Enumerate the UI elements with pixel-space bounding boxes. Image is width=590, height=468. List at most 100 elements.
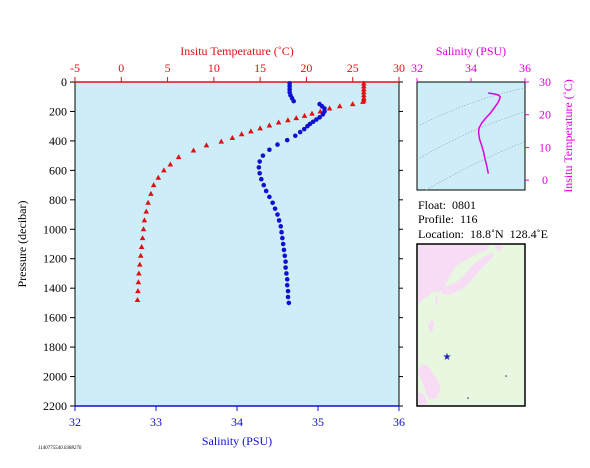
temperature-point [349,101,356,107]
temperature-point [336,103,343,109]
density-contour [425,141,525,191]
map-island [467,397,469,399]
salinity-point [267,147,272,153]
salinity-point [291,98,297,104]
profile-data-marks [134,80,367,306]
temperature-point [190,147,197,153]
salinity-point [282,253,288,259]
temperature-point [238,131,245,137]
float-label: Float: 0801 [418,198,477,212]
ts-salinity-tick-label: 34 [465,61,477,75]
salinity-point [320,112,326,117]
temperature-tick-label: 10 [208,61,220,75]
temperature-tick-label: 15 [254,61,266,75]
salinity-point [261,182,267,188]
pressure-tick-label: 400 [49,134,67,148]
temperature-point [135,288,141,294]
salinity-point [257,171,262,176]
salinity-point [284,282,290,288]
hokkaido [494,245,504,251]
temperature-point [326,105,333,111]
profile-ticks: 0200400600800100012001400160018002000220… [43,61,405,429]
taiwan [428,320,434,332]
salinity-point [297,129,303,135]
temperature-point [136,270,142,276]
salinity-point [283,265,288,270]
profile-label: Profile: 116 [418,212,478,226]
salinity-point [259,176,264,182]
ts-ticks: 32 34 36 0 10 20 30 [411,61,551,187]
map-island [505,375,507,377]
temperature-point [293,115,300,121]
temperature-point [135,279,142,285]
temperature-point [161,167,167,173]
temperature-point [361,92,367,98]
temperature-point [137,261,143,267]
temperature-point [140,226,147,232]
temperature-tick-label: 0 [118,61,124,75]
pressure-tick-label: 1800 [43,340,67,354]
japan [440,253,494,295]
temperature-point [203,142,210,148]
temperature-point [138,243,145,249]
pressure-tick-label: 1000 [43,222,67,236]
temperature-point [134,296,141,302]
temperature-point [175,154,182,160]
profile-plot-background [74,81,400,407]
profile-plot: 0200400600800100012001400160018002000220… [15,44,405,448]
map-land [418,245,504,405]
temperature-point [257,125,263,131]
salinity-point [283,259,288,264]
salinity-point [284,277,290,282]
temperature-point [155,174,162,180]
salinity-point [305,123,310,129]
temperature-point [139,235,146,241]
asia-mainland [418,245,490,304]
salinity-point [263,188,269,194]
pressure-tick-label: 2000 [43,370,67,384]
salinity-point [317,115,322,120]
salinity-tick-label: 35 [312,415,324,429]
pressure-tick-label: 600 [49,163,67,177]
salinity-point [285,288,291,294]
salinity-point [284,271,289,276]
temperature-tick-label: 5 [165,61,171,75]
salinity-point [286,300,292,306]
ts-salinity-title: Salinity (PSU) [436,44,506,58]
salinity-point [272,206,278,211]
salinity-point [260,153,266,158]
ts-temperature-tick-label: 30 [539,75,551,89]
footer-id: 1140775540.0388276 [38,446,82,451]
ts-diagram: 32 34 36 0 10 20 30 Salinity (PSU) Insitu Temp… [411,44,575,193]
temperature-point [150,182,157,188]
salinity-point [280,241,286,247]
temperature-point [361,80,367,86]
salinity-tick-label: 36 [393,415,405,429]
ts-temperature-title: Insitu Temperature (˚C) [561,79,575,193]
temperature-point [137,252,144,258]
pressure-tick-label: 200 [49,104,67,118]
pressure-tick-label: 1400 [43,281,67,295]
temperature-point [148,190,154,196]
temperature-point [143,208,150,214]
salinity-point [257,159,262,164]
density-contour [419,87,525,126]
location-map: ★ [416,243,526,407]
temperature-point [361,83,367,89]
map-frame [416,243,526,407]
borneo [418,392,428,405]
temperature-point [275,119,282,125]
salinity-axis-title: Salinity (PSU) [202,434,272,448]
pressure-tick-label: 0 [61,75,67,89]
location-label: Location: 18.8˚N 128.4˚E [418,227,548,241]
ts-diagram-background [416,81,526,191]
temperature-point [301,112,308,118]
pressure-tick-label: 1200 [43,252,67,266]
temperature-point [285,117,291,123]
float-location-marker: ★ [443,352,452,363]
salinity-point [276,218,282,223]
temperature-point [145,199,151,205]
salinity-point [301,126,307,132]
temperature-axis-title: Insitu Temperature (˚C) [180,44,294,58]
